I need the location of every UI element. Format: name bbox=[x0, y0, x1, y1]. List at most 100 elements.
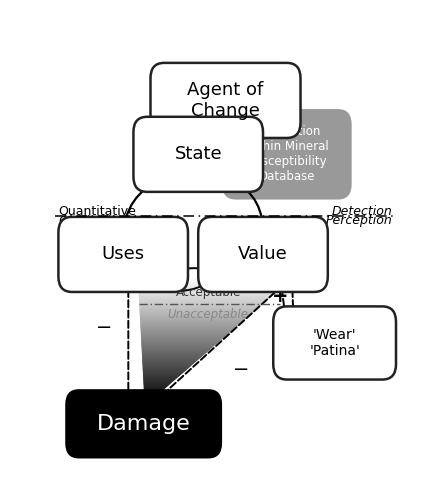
Text: Detection: Detection bbox=[332, 205, 392, 218]
Text: Uses: Uses bbox=[102, 246, 145, 264]
Polygon shape bbox=[145, 392, 160, 393]
Polygon shape bbox=[139, 280, 288, 282]
Polygon shape bbox=[140, 302, 264, 303]
Text: Value: Value bbox=[238, 246, 288, 264]
Polygon shape bbox=[143, 368, 187, 370]
Polygon shape bbox=[142, 336, 225, 337]
Polygon shape bbox=[140, 310, 254, 312]
FancyBboxPatch shape bbox=[59, 217, 188, 292]
Polygon shape bbox=[144, 384, 169, 386]
Polygon shape bbox=[143, 364, 192, 366]
Text: State: State bbox=[174, 146, 222, 164]
Polygon shape bbox=[139, 285, 283, 286]
Polygon shape bbox=[144, 376, 178, 377]
FancyBboxPatch shape bbox=[133, 117, 263, 192]
Text: Damage: Damage bbox=[97, 414, 191, 434]
Polygon shape bbox=[143, 366, 189, 368]
Polygon shape bbox=[141, 330, 231, 332]
Polygon shape bbox=[141, 318, 246, 319]
Polygon shape bbox=[142, 339, 221, 340]
Text: Quantitative: Quantitative bbox=[59, 205, 136, 218]
Polygon shape bbox=[143, 360, 197, 361]
Polygon shape bbox=[139, 287, 281, 288]
Polygon shape bbox=[141, 322, 241, 323]
Polygon shape bbox=[145, 396, 155, 397]
Polygon shape bbox=[139, 286, 282, 287]
Polygon shape bbox=[144, 380, 173, 382]
Polygon shape bbox=[139, 292, 275, 294]
Polygon shape bbox=[141, 320, 243, 321]
Text: +: + bbox=[272, 288, 288, 306]
Polygon shape bbox=[142, 343, 216, 344]
Polygon shape bbox=[142, 332, 228, 334]
Polygon shape bbox=[143, 355, 203, 356]
Polygon shape bbox=[143, 359, 198, 360]
Polygon shape bbox=[144, 374, 181, 375]
FancyBboxPatch shape bbox=[222, 109, 352, 200]
Polygon shape bbox=[144, 373, 182, 374]
Polygon shape bbox=[139, 278, 291, 280]
Text: Qualitative: Qualitative bbox=[59, 214, 127, 227]
Polygon shape bbox=[141, 326, 236, 328]
FancyBboxPatch shape bbox=[65, 389, 222, 458]
Polygon shape bbox=[143, 348, 210, 350]
Polygon shape bbox=[140, 305, 260, 306]
Polygon shape bbox=[139, 284, 285, 285]
Text: Perception: Perception bbox=[326, 214, 392, 227]
Polygon shape bbox=[141, 321, 242, 322]
Text: −: − bbox=[96, 318, 113, 337]
Polygon shape bbox=[142, 344, 215, 346]
Polygon shape bbox=[140, 300, 266, 301]
Polygon shape bbox=[143, 357, 200, 358]
Polygon shape bbox=[145, 390, 162, 391]
Polygon shape bbox=[139, 294, 272, 296]
Polygon shape bbox=[141, 323, 239, 324]
FancyBboxPatch shape bbox=[150, 63, 301, 138]
Polygon shape bbox=[143, 358, 199, 359]
Polygon shape bbox=[142, 341, 219, 342]
Polygon shape bbox=[145, 391, 161, 392]
Polygon shape bbox=[139, 296, 270, 298]
Polygon shape bbox=[139, 298, 268, 300]
Polygon shape bbox=[144, 377, 177, 378]
Polygon shape bbox=[139, 289, 279, 290]
Polygon shape bbox=[143, 361, 195, 362]
FancyBboxPatch shape bbox=[273, 306, 396, 380]
Polygon shape bbox=[144, 375, 180, 376]
Polygon shape bbox=[145, 397, 154, 398]
Polygon shape bbox=[141, 328, 233, 330]
Polygon shape bbox=[143, 352, 205, 354]
Polygon shape bbox=[144, 378, 176, 379]
Polygon shape bbox=[143, 372, 183, 373]
Polygon shape bbox=[141, 324, 238, 325]
Polygon shape bbox=[141, 316, 247, 318]
Polygon shape bbox=[140, 303, 263, 304]
Polygon shape bbox=[144, 379, 175, 380]
Polygon shape bbox=[141, 325, 237, 326]
Polygon shape bbox=[145, 402, 148, 404]
Polygon shape bbox=[140, 306, 259, 307]
Polygon shape bbox=[139, 290, 277, 292]
Polygon shape bbox=[143, 350, 208, 352]
Polygon shape bbox=[145, 393, 159, 394]
Polygon shape bbox=[143, 370, 184, 372]
Polygon shape bbox=[140, 304, 261, 305]
Text: Acceptable: Acceptable bbox=[176, 286, 242, 300]
Polygon shape bbox=[144, 382, 171, 384]
Polygon shape bbox=[145, 398, 153, 400]
Polygon shape bbox=[140, 301, 265, 302]
Polygon shape bbox=[142, 338, 222, 339]
Polygon shape bbox=[139, 288, 280, 289]
Polygon shape bbox=[142, 337, 224, 338]
Polygon shape bbox=[144, 386, 166, 388]
Polygon shape bbox=[144, 388, 164, 390]
Text: Agent of
Change: Agent of Change bbox=[187, 81, 264, 120]
Polygon shape bbox=[145, 395, 156, 396]
Text: Information
within Mineral
Susceptibility
Database: Information within Mineral Susceptibilit… bbox=[245, 126, 329, 184]
Polygon shape bbox=[140, 307, 258, 308]
Polygon shape bbox=[142, 342, 217, 343]
Polygon shape bbox=[140, 308, 257, 310]
Text: 'Wear'
'Patina': 'Wear' 'Patina' bbox=[309, 328, 360, 358]
FancyBboxPatch shape bbox=[198, 217, 328, 292]
Polygon shape bbox=[145, 394, 158, 395]
